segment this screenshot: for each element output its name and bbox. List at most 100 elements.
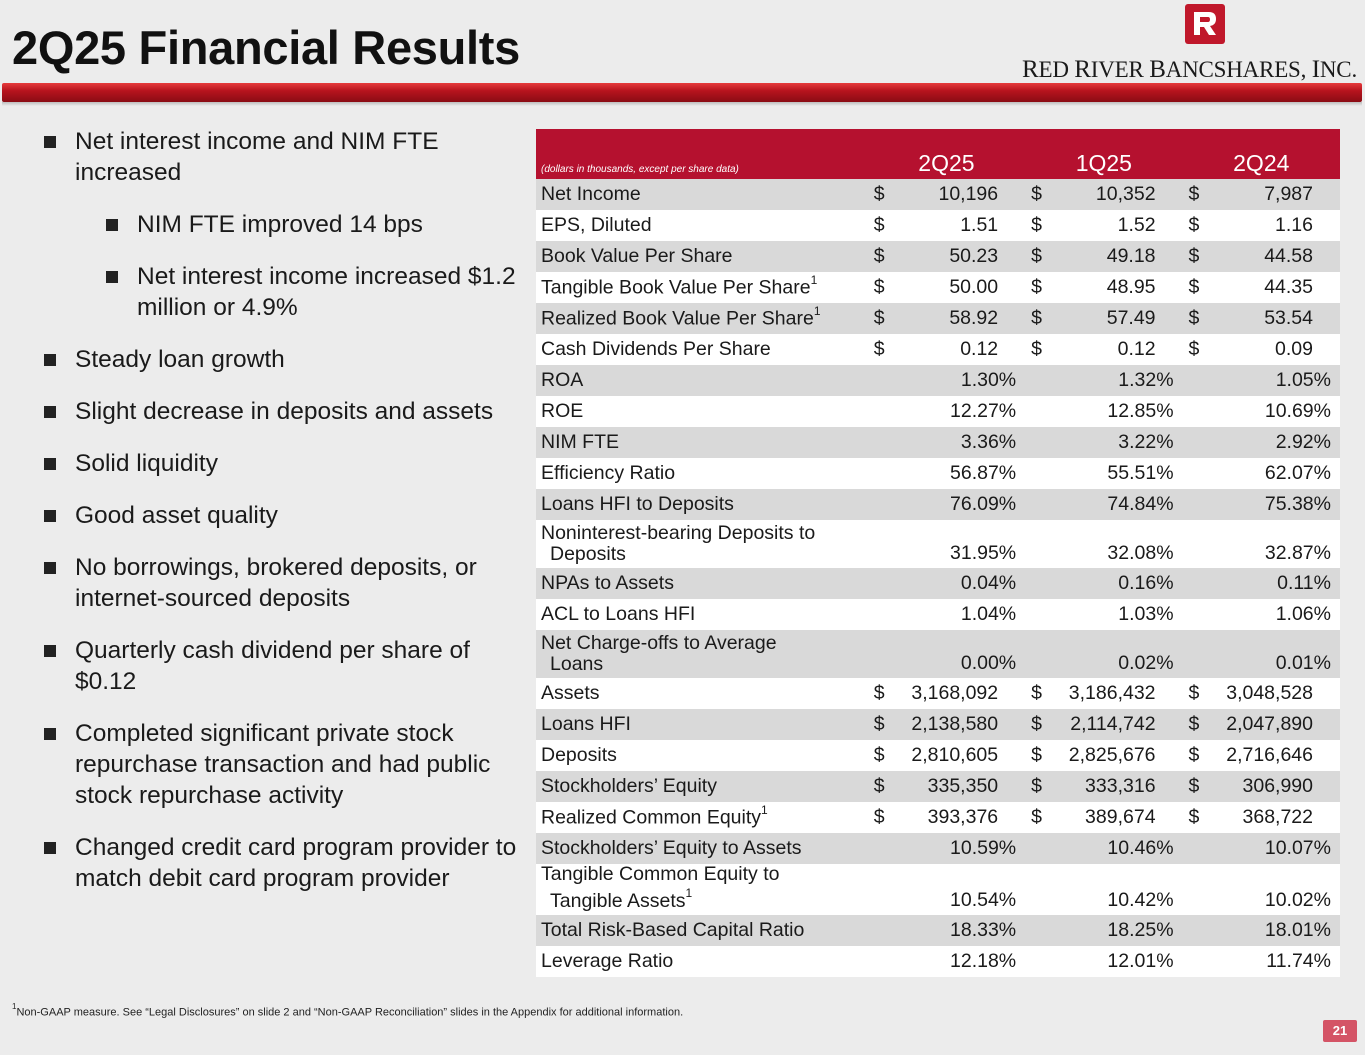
cell-value: 3.22% xyxy=(1118,431,1174,453)
currency-symbol: $ xyxy=(1188,183,1200,205)
row-label: Noninterest-bearing Deposits to Deposits xyxy=(541,522,816,565)
cell-value: 368,722 xyxy=(1242,806,1314,828)
cell-value: 18.33% xyxy=(950,918,1017,941)
bullet-square-icon xyxy=(44,728,56,740)
currency-symbol xyxy=(1183,833,1205,864)
currency-symbol xyxy=(868,427,890,458)
cell-value: 55.51% xyxy=(1107,462,1174,484)
table-row: EPS, Diluted $1.51 $1.52 $1.16 xyxy=(536,210,1340,241)
currency-symbol xyxy=(1183,864,1205,915)
cell-value: 2,810,605 xyxy=(911,744,999,766)
bullet-item: No borrowings, brokered deposits, or int… xyxy=(44,552,524,614)
bullet-square-icon xyxy=(44,136,56,148)
currency-symbol xyxy=(868,458,890,489)
cell-value: 1.05% xyxy=(1275,369,1331,391)
page-number: 21 xyxy=(1323,1020,1357,1042)
cell-value: 3,186,432 xyxy=(1068,682,1156,704)
cell-value: 62.07% xyxy=(1264,462,1331,484)
bullet-item: Net interest income and NIM FTE increase… xyxy=(44,126,524,188)
row-label: Efficiency Ratio xyxy=(541,462,676,484)
currency-symbol: $ xyxy=(873,183,885,205)
cell-value: 393,376 xyxy=(927,806,999,828)
currency-symbol xyxy=(1025,915,1047,946)
footnote: 1Non-GAAP measure. See “Legal Disclosure… xyxy=(12,1002,684,1019)
cell-value: 2,138,580 xyxy=(911,713,999,735)
currency-symbol xyxy=(1183,489,1205,520)
bullet-square-icon xyxy=(106,271,118,283)
row-label: Loans HFI to Deposits xyxy=(541,493,734,515)
cell-value: 2,825,676 xyxy=(1068,744,1156,766)
currency-symbol xyxy=(1183,458,1205,489)
header-divider-shadow xyxy=(2,102,1362,106)
cell-value: 1.16 xyxy=(1275,214,1313,236)
cell-value: 10.02% xyxy=(1264,888,1331,911)
cell-value: 58.92 xyxy=(949,307,999,329)
currency-symbol: $ xyxy=(873,338,885,360)
cell-value: 0.12 xyxy=(1117,338,1156,360)
currency-symbol xyxy=(1025,396,1047,427)
currency-symbol: $ xyxy=(1031,806,1042,828)
bullet-text: Net interest income increased $1.2 milli… xyxy=(137,263,516,321)
table-header-row: (dollars in thousands, except per share … xyxy=(536,129,1340,179)
table-row: Total Risk-Based Capital Ratio 18.33% 18.2… xyxy=(536,914,1340,946)
column-header-2q24: 2Q24 xyxy=(1233,150,1290,176)
cell-value: 32.87% xyxy=(1264,542,1331,564)
bullet-item: NIM FTE improved 14 bps xyxy=(106,209,524,240)
table-row: Cash Dividends Per Share $0.12 $0.12 $0.09 xyxy=(536,334,1340,365)
row-label: Loans HFI xyxy=(541,713,631,735)
cell-value: 0.16% xyxy=(1118,572,1174,594)
cell-value: 12.27% xyxy=(950,400,1017,422)
currency-symbol: $ xyxy=(1188,245,1200,267)
cell-value: 32.08% xyxy=(1107,542,1174,564)
currency-symbol xyxy=(868,915,890,946)
column-header-2q25: 2Q25 xyxy=(918,150,975,176)
currency-symbol xyxy=(1025,489,1047,520)
currency-symbol: $ xyxy=(1188,744,1200,766)
bullet-text: NIM FTE improved 14 bps xyxy=(137,211,423,238)
bullet-square-icon xyxy=(44,510,56,522)
bullet-text: Slight decrease in deposits and assets xyxy=(75,398,494,425)
currency-symbol xyxy=(868,489,890,520)
currency-symbol: $ xyxy=(1188,775,1200,797)
currency-symbol: $ xyxy=(873,744,885,766)
bullet-item: Good asset quality xyxy=(44,500,524,531)
currency-symbol: $ xyxy=(1188,806,1200,828)
row-label: Realized Book Value Per Share1 xyxy=(541,304,821,330)
bullet-item: Completed significant private stock repu… xyxy=(44,718,524,811)
currency-symbol xyxy=(1025,630,1047,678)
financial-results-table: (dollars in thousands, except per share … xyxy=(536,129,1340,977)
table-row: Efficiency Ratio 56.87% 55.51% 62.07% xyxy=(536,458,1340,489)
currency-symbol: $ xyxy=(1031,744,1042,766)
currency-symbol: $ xyxy=(1031,713,1042,735)
bullet-square-icon xyxy=(44,842,56,854)
logo-mark-icon xyxy=(1185,4,1225,44)
table-row: Assets $3,168,092 $3,186,432 $3,048,528 xyxy=(536,678,1340,709)
cell-value: 1.06% xyxy=(1275,603,1331,625)
row-label: Tangible Common Equity to Tangible Assets… xyxy=(541,863,780,912)
cell-value: 48.95 xyxy=(1106,276,1156,298)
bullet-text: Steady loan growth xyxy=(75,346,285,373)
currency-symbol: $ xyxy=(1188,682,1200,704)
currency-symbol xyxy=(868,864,890,915)
table-row: ROE 12.27% 12.85% 10.69% xyxy=(536,396,1340,427)
currency-symbol: $ xyxy=(873,775,885,797)
currency-symbol: $ xyxy=(1031,338,1042,360)
cell-value: 1.30% xyxy=(960,369,1017,391)
currency-symbol xyxy=(868,568,890,599)
currency-symbol xyxy=(868,833,890,864)
cell-value: 11.74% xyxy=(1266,949,1331,972)
table-row: Tangible Common Equity to Tangible Assets… xyxy=(536,864,1340,915)
table-row: Stockholders’ Equity to Assets 10.59% 10.4… xyxy=(536,833,1340,864)
table-row: Net Charge-offs to Average Loans 0.00% 0.02… xyxy=(536,630,1340,678)
currency-symbol xyxy=(1025,946,1047,977)
cell-value: 0.04% xyxy=(960,572,1017,594)
currency-symbol xyxy=(1025,568,1047,599)
row-label: Tangible Book Value Per Share1 xyxy=(541,273,818,299)
cell-value: 18.25% xyxy=(1107,918,1174,941)
table-row: Book Value Per Share $50.23 $49.18 $44.58 xyxy=(536,241,1340,272)
currency-symbol: $ xyxy=(873,276,885,298)
cell-value: 0.00% xyxy=(960,652,1017,674)
currency-symbol xyxy=(868,520,890,568)
cell-value: 0.01% xyxy=(1275,652,1331,674)
currency-symbol xyxy=(1183,915,1205,946)
